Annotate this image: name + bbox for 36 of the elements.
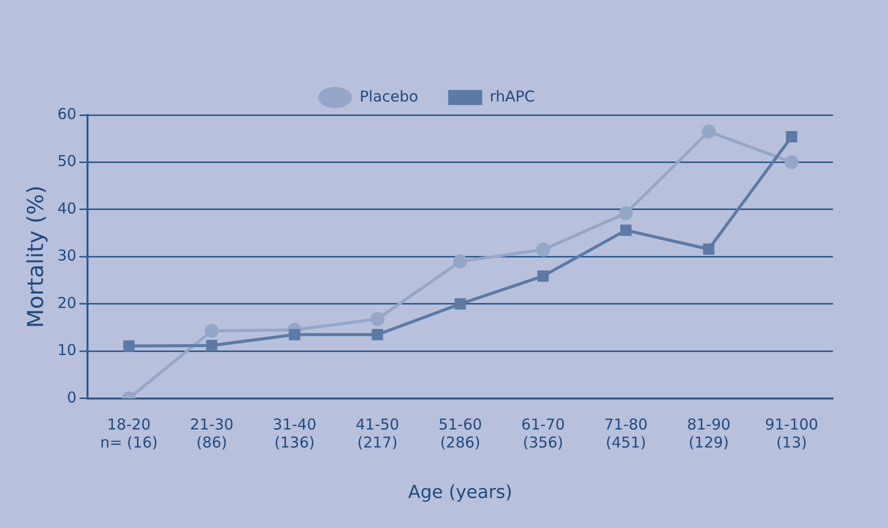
point xyxy=(537,270,549,282)
point xyxy=(453,254,468,268)
point xyxy=(454,298,466,310)
point xyxy=(784,155,799,170)
point xyxy=(620,224,632,236)
x-tick-label: 91-100 (13) xyxy=(765,415,818,452)
y-tick-label: 30 xyxy=(57,246,76,265)
x-tick-label: 71-80 (451) xyxy=(604,415,648,452)
x-tick-label: 51-60 (286) xyxy=(438,415,482,452)
x-tick-label: 21-30 (86) xyxy=(190,415,234,452)
legend-label: rhAPC xyxy=(490,87,535,106)
point xyxy=(123,340,135,352)
y-tick-label: 0 xyxy=(66,388,76,406)
y-tick-label: 40 xyxy=(57,199,76,218)
point xyxy=(204,324,219,338)
x-axis-title: Age (years) xyxy=(408,482,512,503)
y-axis-title: Mortality (%) xyxy=(24,185,49,328)
y-tick-label: 20 xyxy=(57,294,76,312)
x-tick-label: 61-70 (356) xyxy=(521,415,565,452)
point xyxy=(786,131,798,142)
point xyxy=(618,206,633,220)
point xyxy=(702,124,716,139)
point xyxy=(206,340,218,352)
legend-label: Placebo xyxy=(360,87,418,106)
point xyxy=(370,312,384,326)
point xyxy=(703,243,714,255)
point xyxy=(536,242,550,257)
point xyxy=(288,328,300,340)
x-tick-label: 41-50 (217) xyxy=(356,415,400,452)
x-tick-label: 18-20 n= (16) xyxy=(100,415,158,452)
x-tick-label: 31-40 (136) xyxy=(272,415,316,452)
y-tick-label: 50 xyxy=(57,152,76,170)
y-tick-label: 10 xyxy=(57,341,76,360)
point xyxy=(372,328,384,340)
x-tick-label: 81-90 (129) xyxy=(686,415,731,452)
y-tick-label: 60 xyxy=(57,104,76,123)
